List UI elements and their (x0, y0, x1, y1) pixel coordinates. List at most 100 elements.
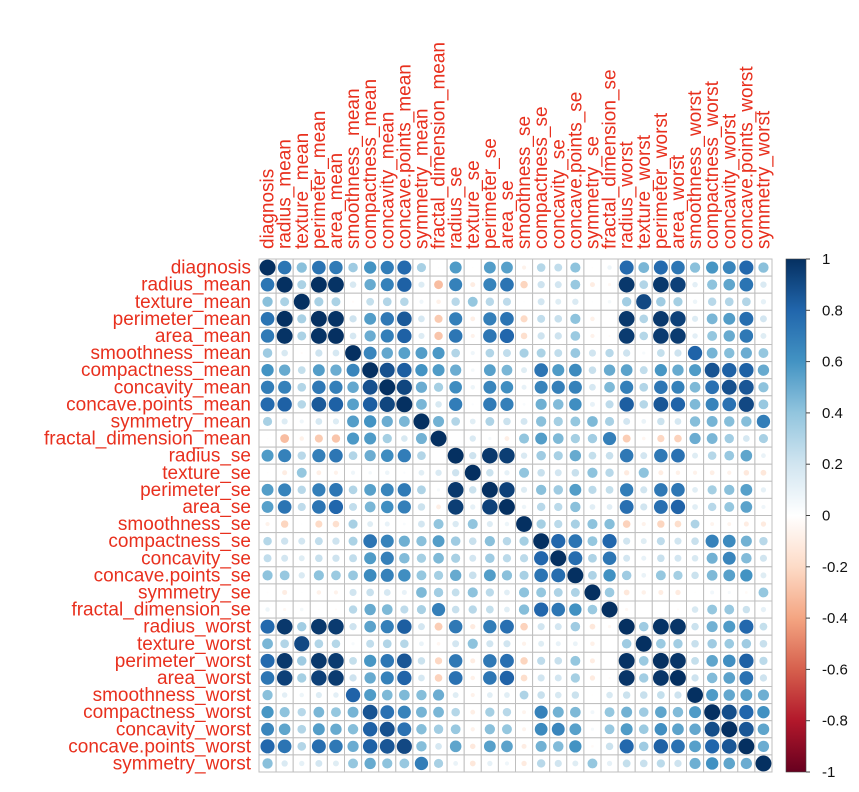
correlation-circle (724, 501, 735, 512)
correlation-circle (654, 364, 667, 377)
correlation-circle (760, 332, 767, 339)
correlation-circle (522, 402, 526, 406)
correlation-circle (604, 707, 615, 718)
correlation-circle (618, 311, 635, 327)
correlation-circle (706, 433, 718, 444)
column-label: radius_se (446, 167, 467, 249)
correlation-circle (436, 504, 441, 510)
correlation-circle (674, 434, 682, 443)
correlation-circle (536, 450, 546, 461)
correlation-circle (261, 501, 274, 513)
row-label: texture_se (162, 463, 251, 484)
correlation-circle (724, 347, 735, 359)
correlation-circle (399, 689, 410, 701)
correlation-circle (641, 419, 647, 424)
correlation-circle (521, 265, 527, 270)
correlation-circle (328, 328, 344, 344)
correlation-circle (722, 261, 736, 275)
correlation-circle (569, 603, 582, 616)
colorbar-tick-label: -0.6 (822, 661, 848, 678)
correlation-circle (589, 658, 595, 664)
correlation-circle (280, 434, 290, 443)
correlation-circle (568, 380, 582, 394)
correlation-circle (294, 636, 310, 652)
correlation-circle (280, 297, 290, 307)
correlation-circle (348, 485, 358, 495)
correlation-circle (602, 551, 617, 566)
correlation-circle (418, 332, 425, 340)
correlation-circle (741, 638, 752, 649)
correlation-circle (380, 705, 395, 720)
column-label: texture_se (463, 160, 484, 249)
column-label: fractal_dimension_mean (429, 42, 450, 249)
correlation-circle (587, 536, 598, 547)
correlation-circle (640, 538, 647, 545)
correlation-circle (722, 534, 736, 548)
row-label: compactness_mean (81, 360, 251, 381)
column-label: symmetry_worst (753, 110, 774, 249)
correlation-circle (621, 638, 632, 649)
correlation-circle (419, 641, 424, 647)
correlation-circle (758, 399, 769, 410)
correlation-circle (260, 653, 275, 668)
correlation-circle (742, 605, 751, 614)
correlation-circle (522, 710, 526, 715)
correlation-circle (283, 607, 287, 612)
correlation-circle (262, 570, 273, 581)
correlation-circle (689, 706, 702, 719)
correlation-circle (400, 605, 409, 614)
correlation-circle (345, 345, 361, 361)
correlation-circle (757, 723, 770, 736)
correlation-circle (673, 570, 683, 580)
correlation-circle (348, 451, 358, 460)
correlation-circle (619, 448, 634, 463)
correlation-circle (535, 432, 548, 445)
row-label: concave.points_worst (68, 736, 251, 757)
correlation-circle (608, 676, 611, 680)
column-label: concave.points_se (565, 92, 586, 249)
correlation-circle (348, 605, 358, 614)
correlation-circle (535, 398, 547, 410)
column-label: area_worst (668, 154, 689, 249)
correlation-circle (588, 366, 597, 374)
correlation-circle (656, 691, 665, 699)
correlation-circle (262, 758, 273, 769)
correlation-circle (519, 570, 529, 580)
column-label: texture_worst (634, 134, 655, 249)
correlation-circle (398, 535, 410, 547)
correlation-circle (739, 705, 754, 720)
correlation-circle (379, 738, 395, 754)
correlation-circle (450, 536, 461, 546)
correlation-circle (297, 485, 306, 495)
correlation-circle (705, 397, 719, 411)
correlation-circle (675, 589, 681, 596)
correlation-circle (536, 348, 546, 358)
column-label: concave.points_mean (394, 64, 415, 249)
correlation-circle (537, 281, 545, 289)
correlation-circle (704, 721, 720, 737)
correlation-circle (487, 760, 493, 767)
correlation-circle (621, 570, 632, 581)
correlation-circle (691, 622, 699, 631)
correlation-circle (403, 471, 406, 474)
correlation-circle (691, 656, 699, 665)
correlation-circle (402, 522, 406, 526)
correlation-circle (315, 759, 323, 767)
correlation-circle (722, 397, 737, 412)
row-label: radius_worst (143, 617, 251, 638)
correlation-circle (738, 396, 754, 412)
grid-cell (600, 651, 619, 670)
correlation-circle (758, 262, 769, 273)
correlation-circle (261, 483, 274, 496)
correlation-circle (591, 694, 594, 696)
correlation-circle (606, 760, 613, 767)
correlation-circle (297, 502, 306, 512)
correlation-circle (436, 488, 441, 492)
grid-cell (634, 600, 653, 619)
correlation-circle (710, 590, 715, 595)
correlation-circle (758, 587, 769, 598)
column-label: radius_mean (275, 139, 296, 249)
correlation-circle (653, 500, 668, 514)
correlation-circle (380, 568, 394, 582)
